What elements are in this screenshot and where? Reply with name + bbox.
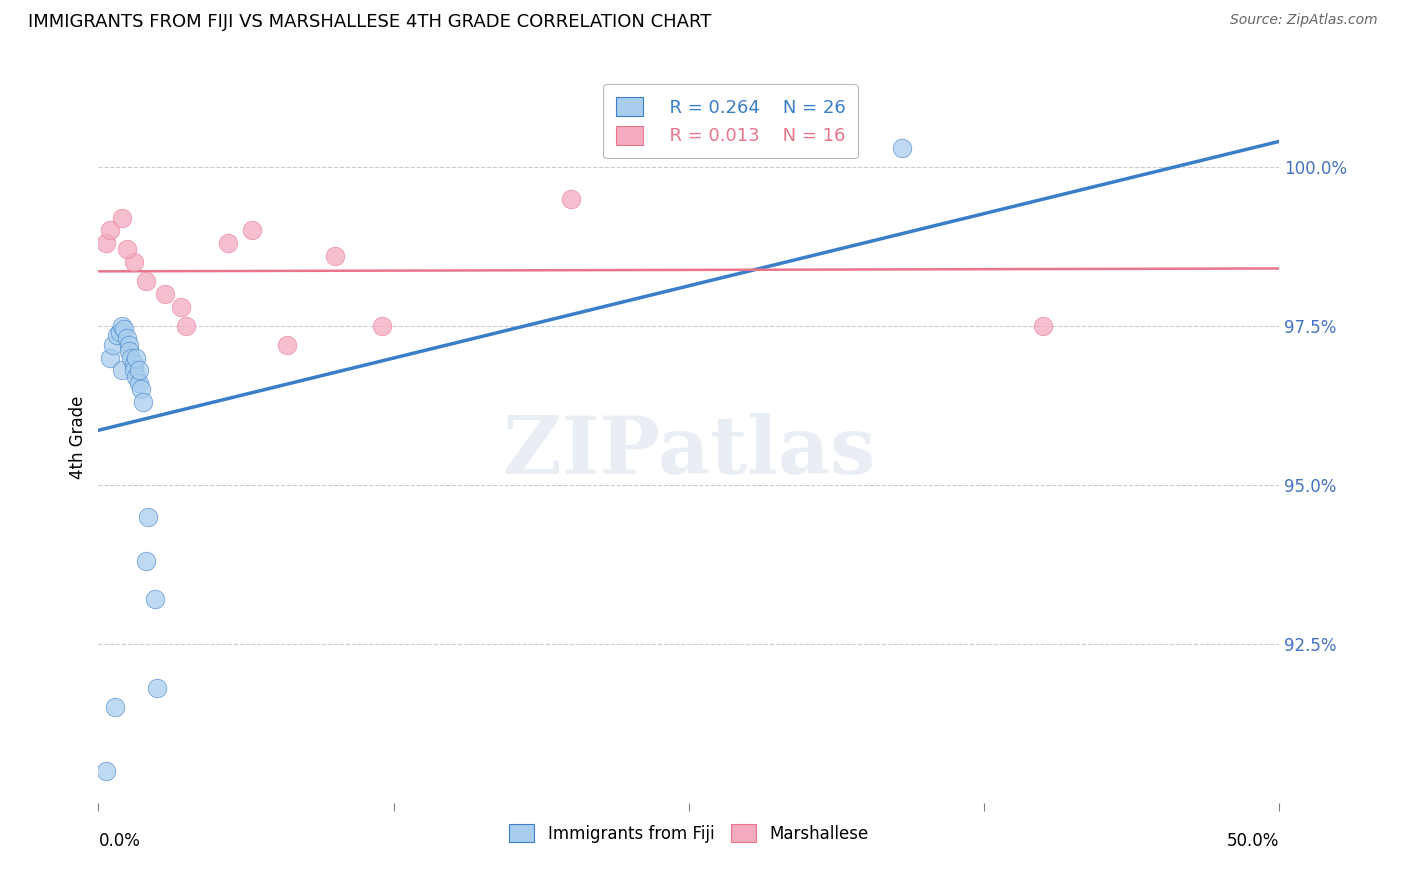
Point [105, 328, 128, 343]
Point [94, 764, 117, 778]
Point [122, 357, 145, 371]
Text: ZIPatlas: ZIPatlas [503, 413, 875, 491]
Point [118, 344, 141, 359]
Point [98, 223, 121, 237]
Point [122, 255, 145, 269]
Point [118, 338, 141, 352]
Point [371, 318, 394, 333]
Point [115, 243, 138, 257]
Y-axis label: 4th Grade: 4th Grade [69, 395, 87, 479]
Point [111, 318, 134, 333]
Point [170, 300, 193, 314]
Point [98, 351, 121, 365]
Point [143, 592, 166, 607]
Text: Source: ZipAtlas.com: Source: ZipAtlas.com [1230, 13, 1378, 28]
Point [111, 211, 134, 225]
Point [153, 287, 176, 301]
Point [135, 274, 157, 288]
Point [122, 363, 145, 377]
Point [121, 351, 143, 365]
Point [125, 351, 148, 365]
Point [1032, 318, 1054, 333]
Point [101, 338, 124, 352]
Point [174, 318, 197, 333]
Point [560, 192, 582, 206]
Point [128, 363, 150, 377]
Point [128, 376, 150, 390]
Point [115, 331, 138, 345]
Point [276, 338, 298, 352]
Text: 0.0%: 0.0% [98, 832, 141, 850]
Point [94, 236, 117, 251]
Point [125, 369, 148, 384]
Point [136, 509, 159, 524]
Point [108, 325, 131, 339]
Point [129, 383, 152, 397]
Point [146, 681, 169, 696]
Legend: Immigrants from Fiji, Marshallese: Immigrants from Fiji, Marshallese [503, 818, 875, 849]
Point [132, 395, 155, 409]
Point [104, 700, 127, 714]
Point [323, 249, 346, 263]
Point [112, 322, 135, 336]
Point [240, 223, 263, 237]
Point [135, 554, 157, 568]
Point [217, 236, 239, 251]
Point [890, 141, 912, 155]
Point [111, 363, 134, 377]
Text: 50.0%: 50.0% [1227, 832, 1279, 850]
Text: IMMIGRANTS FROM FIJI VS MARSHALLESE 4TH GRADE CORRELATION CHART: IMMIGRANTS FROM FIJI VS MARSHALLESE 4TH … [28, 13, 711, 31]
